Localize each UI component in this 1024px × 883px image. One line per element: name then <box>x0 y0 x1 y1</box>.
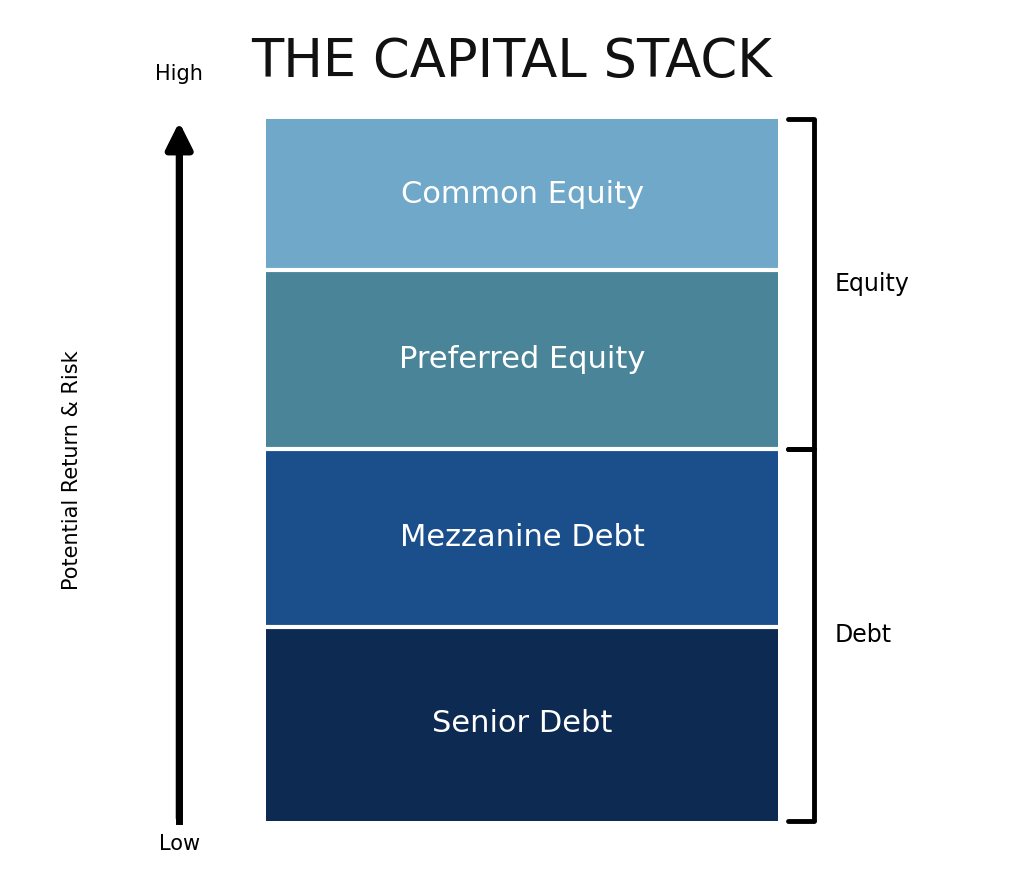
FancyBboxPatch shape <box>266 449 778 627</box>
Text: THE CAPITAL STACK: THE CAPITAL STACK <box>252 36 772 87</box>
Text: Low: Low <box>159 834 200 855</box>
Text: Mezzanine Debt: Mezzanine Debt <box>399 524 645 552</box>
FancyBboxPatch shape <box>266 119 778 270</box>
Text: Debt: Debt <box>835 623 892 647</box>
Text: Preferred Equity: Preferred Equity <box>399 345 645 374</box>
Text: Potential Return & Risk: Potential Return & Risk <box>61 351 82 590</box>
FancyBboxPatch shape <box>266 270 778 449</box>
Text: Common Equity: Common Equity <box>400 180 644 209</box>
Text: High: High <box>156 64 203 84</box>
FancyBboxPatch shape <box>266 627 778 821</box>
Text: Equity: Equity <box>835 272 909 296</box>
Text: Senior Debt: Senior Debt <box>432 710 612 738</box>
